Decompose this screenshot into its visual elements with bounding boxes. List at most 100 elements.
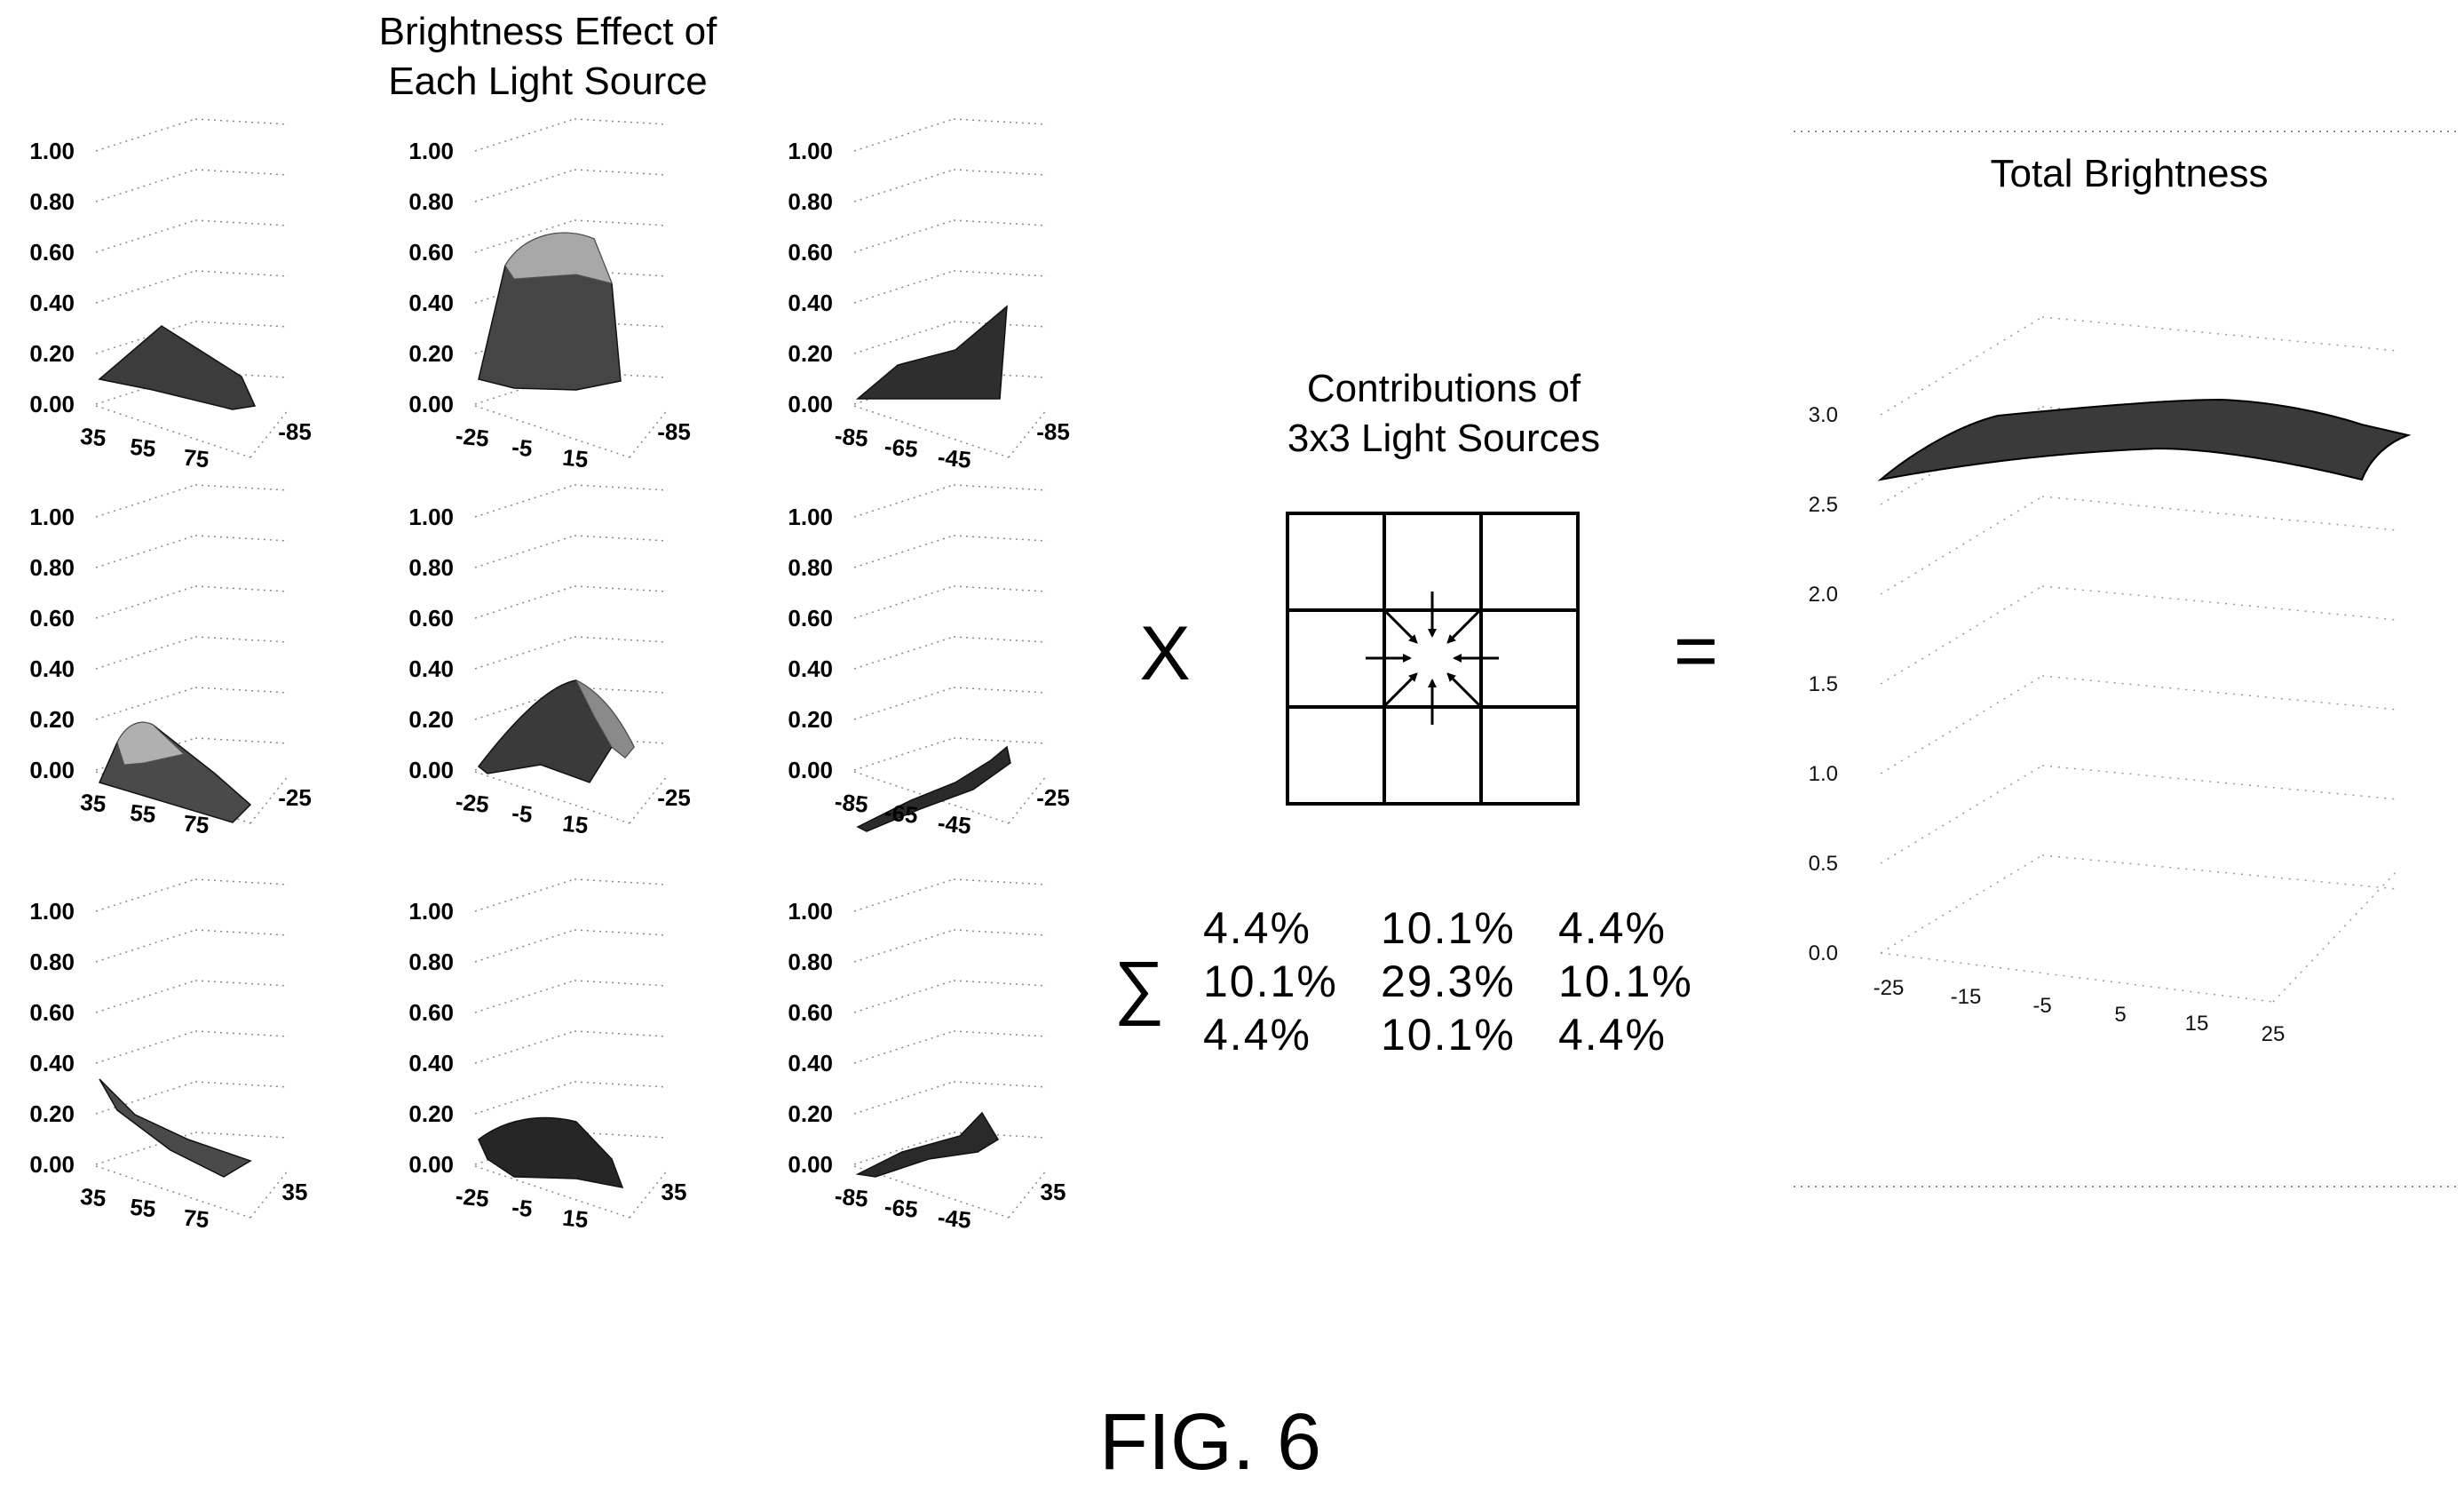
z-guide-line-back	[574, 636, 669, 643]
z-guide-line-back	[194, 687, 289, 694]
total-z-tick-label: 1.0	[1809, 762, 1838, 786]
x-tick-label: 75	[182, 810, 210, 839]
z-tick-label: 0.20	[408, 340, 454, 367]
z-tick-label: 0.60	[29, 605, 75, 631]
z-tick-label: 0.20	[788, 706, 833, 733]
z-tick-label: 0.40	[29, 655, 75, 682]
z-tick-label: 0.60	[788, 999, 833, 1026]
z-tick-label: 0.80	[29, 554, 75, 581]
pct-r1c1: 4.4%	[1203, 903, 1311, 953]
z-guide-line-back	[953, 929, 1048, 936]
arrow-2	[1446, 609, 1481, 644]
pct-r1c2: 10.1%	[1381, 903, 1516, 953]
z-guide-line-back	[194, 585, 289, 592]
z-tick-label: 1.00	[788, 138, 833, 164]
z-guide-line-back	[953, 980, 1048, 987]
z-tick-label: 0.80	[788, 188, 833, 215]
base-line-front	[853, 1165, 1010, 1219]
pct-r3c1: 4.4%	[1203, 1010, 1311, 1060]
x-tick-label: -25	[455, 422, 491, 452]
z-guide-line-back	[953, 169, 1048, 176]
z-guide-line	[853, 535, 955, 568]
z-tick-label: 0.80	[408, 188, 454, 215]
z-guide-line	[474, 585, 575, 619]
surface-highlight-r1c2	[504, 232, 613, 284]
y-tick-label: -25	[657, 784, 691, 811]
z-tick-label: 0.20	[29, 1100, 75, 1127]
base-line-front	[95, 1165, 251, 1219]
x-tick-label: -25	[455, 788, 491, 818]
z-guide-line-back	[194, 1081, 289, 1088]
z-guide-line-back	[194, 980, 289, 987]
z-guide-line-back	[953, 687, 1048, 694]
z-guide-line	[95, 687, 196, 720]
z-guide-line	[95, 321, 196, 354]
x-tick-label: -45	[937, 443, 973, 473]
total-x-tick-label: -15	[1951, 985, 1982, 1009]
z-guide-line-back	[194, 1030, 289, 1037]
x-tick-label: 15	[561, 444, 590, 473]
x-tick-label: 55	[129, 1194, 157, 1223]
total-z-tick-label: 3.0	[1809, 403, 1838, 427]
z-guide-line	[853, 1030, 955, 1064]
y-tick-label: -25	[1036, 784, 1070, 811]
z-guide-line	[474, 636, 575, 670]
multiply-symbol: X	[1139, 611, 1190, 696]
z-guide-line-back	[574, 1081, 669, 1088]
z-tick-label: 0.60	[29, 999, 75, 1026]
y-tick-label: 35	[662, 1179, 687, 1205]
base-line-right	[250, 409, 289, 458]
z-tick-label: 0.80	[408, 949, 454, 975]
x-tick-label: -5	[511, 799, 534, 828]
z-tick-label: 0.00	[29, 757, 75, 783]
total-x-tick-label: 15	[2185, 1012, 2209, 1036]
x-tick-label: -65	[883, 433, 920, 463]
total-base-front	[1880, 952, 2274, 1003]
total-z-guide	[1880, 854, 2043, 954]
z-guide-line-back	[953, 636, 1048, 643]
z-guide-line-back	[953, 737, 1048, 744]
z-guide-line-back	[574, 878, 669, 885]
light-source-chart-r2c2: 1.000.800.600.400.200.00-25 -5 15-25	[408, 484, 691, 839]
total-z-tick-label: 2.0	[1809, 583, 1838, 607]
z-guide-line	[853, 219, 955, 253]
pct-r2c3: 10.1%	[1558, 957, 1693, 1006]
z-tick-label: 0.40	[788, 1050, 833, 1076]
total-z-guide-back	[2041, 854, 2398, 890]
arrow-0	[1383, 609, 1418, 644]
x-tick-label: 75	[182, 1204, 210, 1234]
z-guide-line-back	[953, 1081, 1048, 1088]
base-line-right	[629, 1169, 669, 1219]
z-guide-line-back	[194, 321, 289, 328]
z-guide-line	[853, 878, 955, 912]
z-guide-line-back	[194, 118, 289, 125]
z-tick-label: 0.00	[29, 1151, 75, 1178]
z-guide-line	[95, 585, 196, 619]
total-z-tick-label: 0.0	[1809, 941, 1838, 965]
z-guide-line-back	[194, 1132, 289, 1139]
x-tick-label: 15	[561, 810, 590, 839]
z-guide-line	[474, 535, 575, 568]
z-tick-label: 0.20	[29, 340, 75, 367]
total-x-tick-label: -25	[1874, 976, 1905, 1000]
z-tick-label: 0.60	[408, 999, 454, 1026]
z-tick-label: 0.40	[408, 1050, 454, 1076]
z-guide-line	[853, 737, 955, 771]
x-tick-label: -5	[511, 433, 534, 462]
z-guide-line-back	[574, 484, 669, 491]
total-axes: 0.0 0.5 1.0 1.5 2.0 2.5 3.0 -25 -15 -5 5 15 25	[1809, 316, 2398, 1046]
z-guide-line	[474, 169, 575, 202]
surface-r3c1	[99, 1078, 252, 1178]
grid-outer-frame	[1286, 512, 1580, 806]
z-guide-line-back	[574, 118, 669, 125]
total-z-tick-label: 2.5	[1809, 493, 1838, 517]
base-line-right	[250, 774, 289, 824]
base-line-right	[629, 409, 669, 458]
contrib-title-line-2: 3x3 Light Sources	[1287, 417, 1600, 460]
z-guide-line	[95, 118, 196, 152]
surface-r1c3	[855, 305, 1008, 400]
z-tick-label: 0.60	[408, 239, 454, 266]
z-guide-line-back	[574, 585, 669, 592]
z-tick-label: 0.00	[29, 391, 75, 417]
